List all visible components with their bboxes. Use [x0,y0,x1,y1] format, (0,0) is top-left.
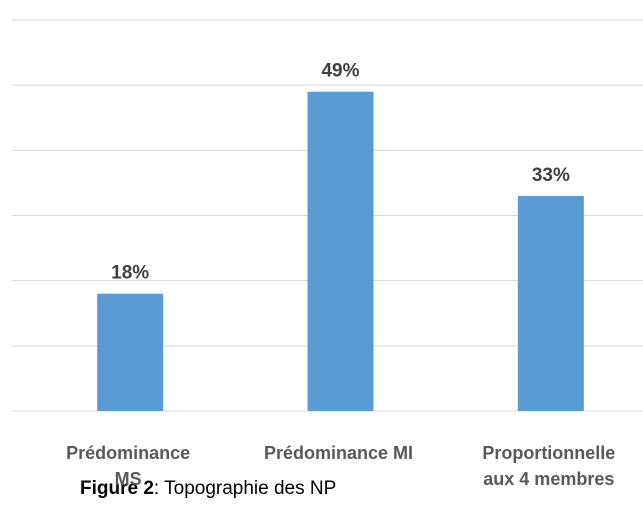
x-tick-label: Proportionnelle aux 4 membres [482,443,616,489]
caption-text: : Topographie des NP [153,478,337,499]
x-tick-label: Prédominance MS [66,443,191,489]
bar [517,195,584,411]
bar [97,293,164,411]
chart: 18% 49% 33% [12,19,643,412]
data-label: 33% [532,165,570,186]
bar [307,91,374,411]
caption-label: Figure 2 [80,478,154,499]
caption: Figure 2: Topographie des NP [80,478,336,500]
x-tick-label: Prédominance MI [263,443,414,463]
data-label: 18% [111,263,149,284]
data-label: 49% [321,61,359,82]
